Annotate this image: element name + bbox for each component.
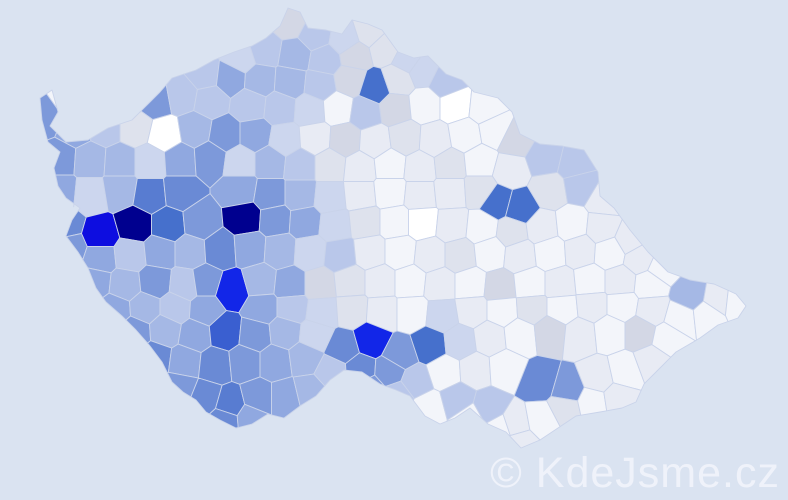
map-region-cell[interactable] [533, 315, 567, 361]
map-region-cell[interactable] [292, 373, 326, 407]
map-region-cell[interactable] [293, 234, 327, 272]
map-region-cell[interactable] [403, 181, 437, 210]
map-region-cell[interactable] [394, 263, 427, 299]
map-region-cell[interactable] [603, 382, 642, 412]
map-region-cell[interactable] [39, 93, 59, 141]
map-region-cell[interactable] [143, 234, 176, 270]
map-region-cell[interactable] [273, 264, 306, 299]
map-region-cell[interactable] [408, 206, 439, 242]
map-region-cell[interactable] [284, 179, 317, 212]
map-region-cell[interactable] [379, 204, 409, 240]
map-region-cell[interactable] [113, 237, 147, 273]
map-region-cell[interactable] [318, 208, 352, 243]
map-region-cell[interactable] [263, 232, 297, 271]
map-region-cell[interactable] [593, 314, 626, 357]
map-region-cell[interactable] [103, 141, 136, 177]
map-region-cell[interactable] [82, 246, 117, 274]
map-region-cell[interactable] [174, 233, 207, 270]
map-region-cell[interactable] [423, 266, 456, 302]
map-region-cell[interactable] [446, 402, 483, 422]
map-region-cell[interactable] [473, 236, 507, 273]
map-region-cell[interactable] [369, 374, 385, 386]
map-region-cell[interactable] [236, 403, 272, 428]
map-region-cell[interactable] [87, 267, 112, 299]
map-region-cell[interactable] [259, 343, 293, 383]
map-region-cell[interactable] [288, 205, 322, 240]
map-region-cell[interactable] [573, 262, 606, 296]
map-region-cell[interactable] [509, 429, 541, 449]
map-region-cell[interactable] [433, 178, 467, 210]
map-region-cell[interactable] [373, 178, 407, 210]
map-region-cell[interactable] [408, 86, 441, 126]
map-region-cell[interactable] [724, 289, 747, 322]
map-region-cell[interactable] [692, 300, 729, 341]
map-region-cell[interactable] [632, 344, 672, 384]
map-region-cell[interactable] [252, 178, 286, 211]
map-region-cell[interactable] [577, 386, 608, 416]
map-region-cell[interactable] [544, 264, 577, 299]
map-region-cell[interactable] [483, 267, 517, 301]
map-region-cell[interactable] [258, 204, 292, 238]
map-region-cell[interactable] [348, 205, 381, 240]
map-region-cell[interactable] [55, 174, 78, 208]
map-region-cell[interactable] [364, 263, 396, 299]
map-region-cell[interactable] [313, 181, 347, 215]
map-region-cell[interactable] [249, 31, 283, 68]
map-region-cell[interactable] [304, 265, 337, 300]
